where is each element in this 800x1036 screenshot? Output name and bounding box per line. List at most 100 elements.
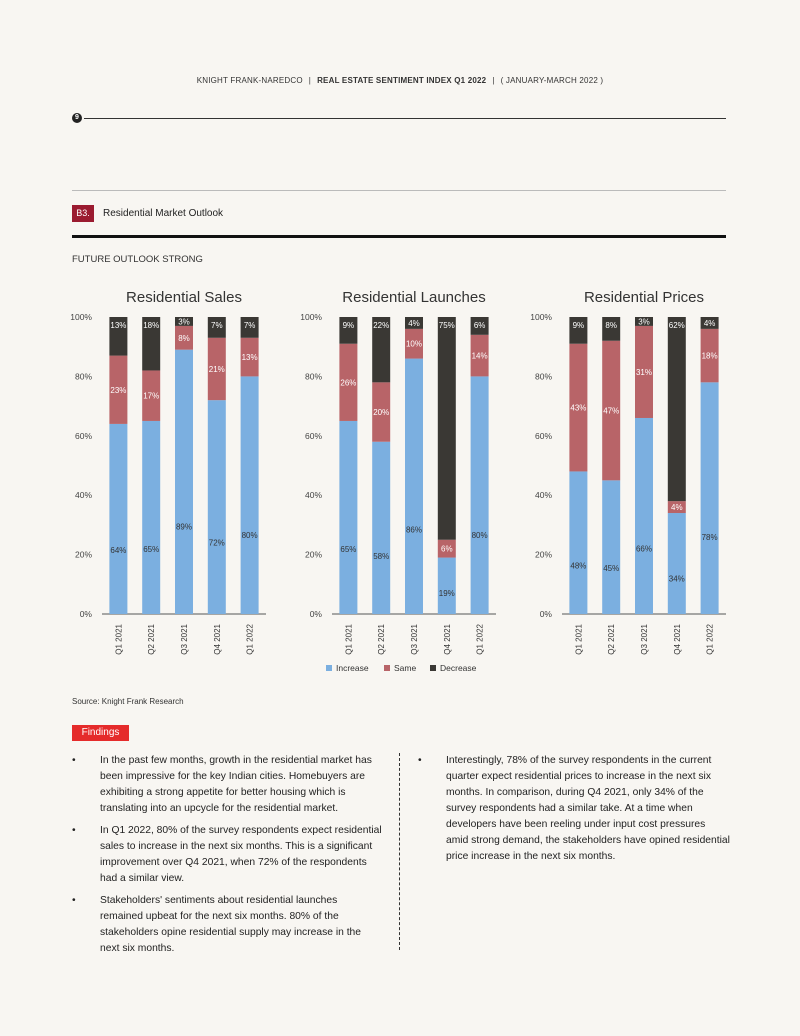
bar-segment-decrease — [339, 317, 358, 344]
data-label: 80% — [472, 531, 488, 540]
bar-segment-same — [437, 539, 456, 558]
data-label: 72% — [209, 539, 225, 548]
section-title: Residential Market Outlook — [103, 208, 224, 219]
x-tick-label: Q4 2021 — [443, 623, 452, 654]
bar-segment-same — [372, 382, 391, 442]
header-separator: | — [492, 76, 495, 85]
page-subtitle: FUTURE OUTLOOK STRONG — [72, 254, 203, 265]
legend-label: Increase — [336, 663, 369, 673]
bar-segment-decrease — [175, 317, 193, 326]
page-number: 9 — [72, 113, 82, 123]
finding-text: In Q1 2022, 80% of the survey respondent… — [100, 825, 382, 884]
bar-segment-same — [339, 343, 358, 421]
y-tick-label: 60% — [535, 431, 552, 441]
bar-segment-increase — [142, 420, 161, 614]
bar-segment-same — [405, 328, 423, 359]
data-label: 18% — [143, 321, 159, 330]
y-tick-label: 80% — [305, 371, 322, 381]
finding-text: In the past few months, growth in the re… — [100, 755, 372, 814]
bar-segment-increase — [405, 358, 423, 614]
data-label: 13% — [110, 321, 126, 330]
bar-segment-increase — [602, 480, 621, 614]
bar-segment-decrease — [470, 317, 489, 335]
bar-segment-decrease — [700, 317, 719, 329]
bar-segment-decrease — [372, 317, 391, 383]
data-label: 62% — [669, 321, 685, 330]
x-tick-label: Q3 2021 — [410, 623, 419, 654]
x-tick-label: Q4 2021 — [673, 623, 682, 654]
finding-item: • In the past few months, growth in the r… — [72, 753, 382, 817]
section-rule — [72, 235, 726, 238]
bar-segment-decrease — [667, 317, 686, 502]
bar-segment-decrease — [635, 317, 653, 326]
data-label: 78% — [702, 533, 718, 542]
data-label: 89% — [176, 522, 192, 531]
data-label: 9% — [573, 321, 585, 330]
y-tick-label: 100% — [530, 312, 552, 322]
x-tick-label: Q2 2021 — [377, 623, 386, 654]
data-label: 47% — [603, 407, 619, 416]
data-label: 23% — [110, 386, 126, 395]
bullet: • — [72, 755, 76, 766]
data-label: 86% — [406, 525, 422, 534]
bar-segment-increase — [109, 423, 128, 614]
data-label: 13% — [242, 353, 258, 362]
data-label: 6% — [474, 321, 486, 330]
x-tick-label: Q1 2021 — [574, 623, 583, 654]
bar-segment-increase — [700, 382, 719, 614]
finding-text: Stakeholders' sentiments about residenti… — [100, 895, 362, 954]
bullet: • — [72, 895, 76, 906]
bar-segment-increase — [175, 349, 193, 614]
legend-label: Same — [394, 663, 416, 673]
data-label: 43% — [570, 404, 586, 413]
bar-segment-increase — [339, 420, 358, 614]
data-label: 48% — [570, 561, 586, 570]
data-label: 58% — [373, 552, 389, 561]
data-label: 34% — [669, 575, 685, 584]
data-label: 19% — [439, 589, 455, 598]
bar-segment-decrease — [240, 317, 259, 338]
bar-segment-same — [175, 325, 193, 350]
bar-segment-decrease — [109, 317, 128, 356]
x-tick-label: Q3 2021 — [640, 623, 649, 654]
data-label: 4% — [671, 503, 683, 512]
x-tick-label: Q2 2021 — [607, 623, 616, 654]
column-divider — [399, 753, 400, 950]
y-tick-label: 20% — [75, 550, 92, 560]
data-label: 3% — [638, 317, 650, 326]
bar-segment-increase — [667, 513, 686, 614]
bar-segment-same — [602, 340, 621, 481]
bar-segment-same — [569, 343, 588, 472]
y-tick-label: 60% — [75, 431, 92, 441]
bar-segment-decrease — [207, 317, 226, 338]
bar-segment-decrease — [405, 317, 423, 329]
y-tick-label: 80% — [75, 371, 92, 381]
bar-segment-same — [700, 328, 719, 383]
data-label: 65% — [340, 545, 356, 554]
data-label: 17% — [143, 392, 159, 401]
bar-segment-same — [109, 355, 128, 424]
data-label: 64% — [110, 546, 126, 555]
section-tag: B3. — [72, 205, 94, 222]
data-label: 65% — [143, 545, 159, 554]
bar-segment-same — [240, 337, 259, 377]
finding-item: • Interestingly, 78% of the survey respon… — [418, 753, 730, 865]
charts-area: Residential Sales 0% 20% 40% 60% 80% 100% 64% 23… — [70, 289, 726, 673]
x-tick-label: Q1 2021 — [344, 623, 353, 654]
data-label: 10% — [406, 340, 422, 349]
x-tick-label: Q1 2022 — [706, 623, 715, 654]
legend-swatch-increase — [326, 665, 332, 671]
bar-segment-increase — [207, 400, 226, 614]
bar-segment-increase — [372, 441, 391, 614]
y-tick-label: 20% — [305, 550, 322, 560]
chart-title: Residential Prices — [584, 289, 704, 306]
x-tick-label: Q1 2022 — [476, 623, 485, 654]
y-tick-label: 20% — [535, 550, 552, 560]
bar-segment-same — [667, 501, 686, 514]
y-tick-label: 0% — [80, 609, 93, 619]
y-tick-label: 0% — [540, 609, 553, 619]
data-label: 80% — [242, 531, 258, 540]
header-period: ( JANUARY-MARCH 2022 ) — [500, 76, 604, 85]
bar-segment-same — [207, 337, 226, 401]
chart-title: Residential Launches — [342, 289, 485, 306]
